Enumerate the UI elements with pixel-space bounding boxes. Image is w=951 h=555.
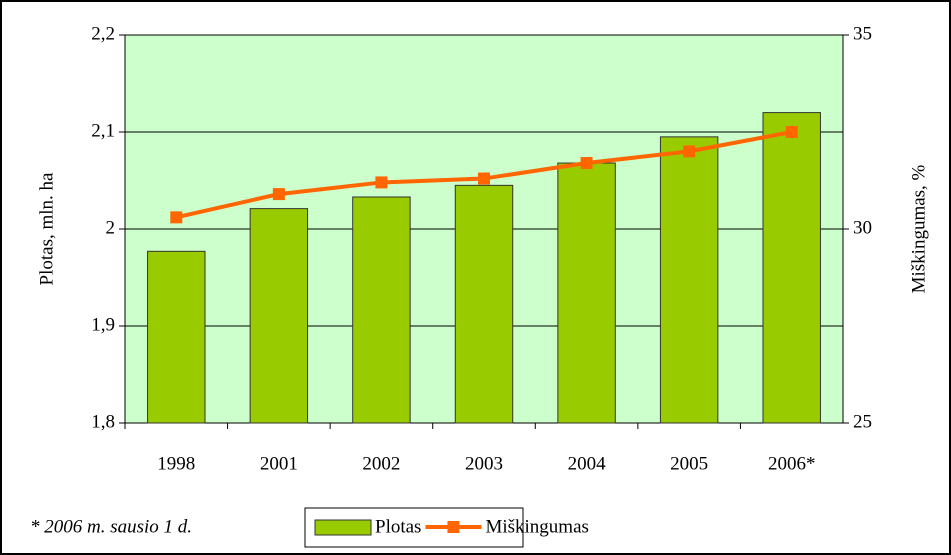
bar: [147, 250, 206, 424]
y-tick-label: 1,8: [91, 411, 115, 432]
bar: [659, 136, 719, 424]
bar: [557, 162, 616, 424]
x-tick-label: 2002: [362, 453, 400, 474]
line-marker: [580, 157, 593, 170]
line-marker: [785, 126, 798, 138]
legend-swatch: [314, 519, 372, 536]
x-tick-label: 2003: [465, 453, 503, 474]
legend-label: Plotas: [375, 516, 421, 537]
x-tick-label: 2004: [568, 453, 607, 474]
y2-tick-label: 30: [853, 217, 872, 238]
line-marker: [170, 211, 183, 224]
y-axis-label: Plotas, mln. ha: [36, 172, 57, 286]
x-tick-label: 2001: [260, 453, 298, 474]
y2-tick-label: 35: [853, 23, 872, 44]
x-tick-label: 1998: [157, 453, 195, 474]
line-marker: [683, 145, 696, 158]
bar: [454, 184, 514, 424]
y-tick-label: 2,2: [91, 23, 115, 44]
y-tick-label: 2: [106, 217, 116, 238]
x-tick-label: 2006*: [768, 453, 816, 474]
y-tick-label: 1,9: [91, 314, 115, 335]
line-marker: [375, 176, 388, 189]
x-tick-label: 2005: [670, 453, 708, 474]
legend-marker: [447, 521, 460, 533]
legend-label: Miškingumas: [485, 516, 588, 537]
bar: [762, 112, 821, 424]
y2-tick-label: 25: [853, 411, 872, 432]
y-tick-label: 2,1: [91, 120, 115, 141]
y2-axis-label: Miškingumas, %: [908, 164, 929, 293]
line-marker: [478, 172, 490, 185]
line-marker: [272, 188, 285, 201]
annotation: * 2006 m. sausio 1 d.: [30, 516, 192, 537]
bar: [249, 208, 309, 424]
bar: [352, 196, 411, 424]
